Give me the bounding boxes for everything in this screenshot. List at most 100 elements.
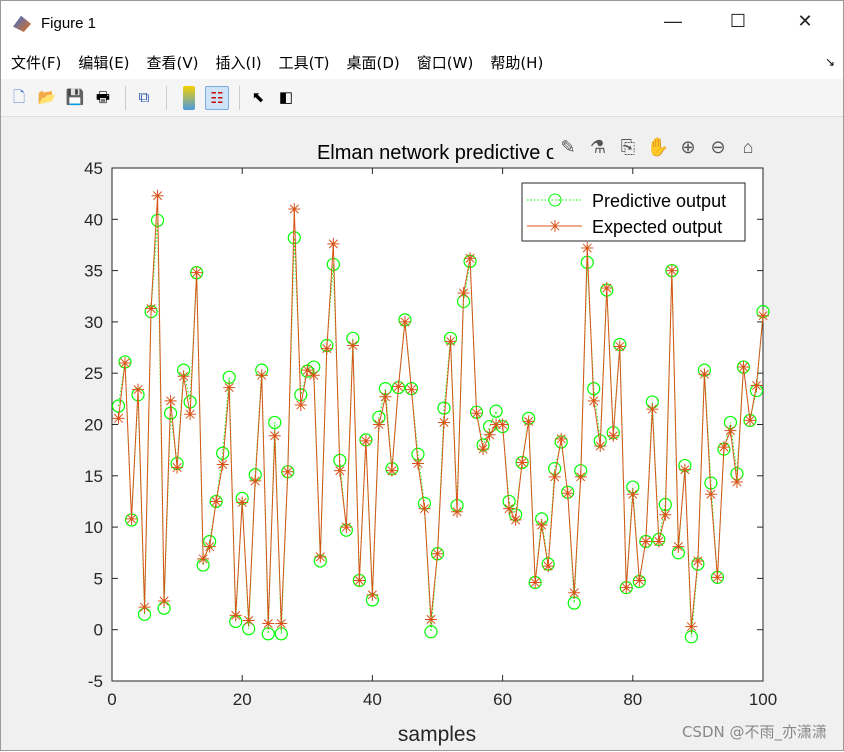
- expected-output-point: [424, 613, 437, 626]
- expected-output-point: [132, 383, 145, 396]
- expected-output-point: [385, 464, 398, 477]
- x-tick-label: 40: [363, 690, 382, 709]
- y-tick-label: 20: [84, 416, 103, 435]
- expected-output-point: [626, 488, 639, 501]
- expected-output-point: [757, 309, 769, 322]
- chart-title: Elman network predictive o: [317, 142, 557, 164]
- expected-output-point: [327, 237, 340, 250]
- open-icon[interactable]: 📂: [37, 88, 57, 106]
- x-tick-label: 80: [623, 690, 642, 709]
- y-tick-label: 15: [84, 467, 103, 486]
- expected-output-point: [594, 440, 607, 453]
- expected-output-point: [177, 370, 190, 383]
- expected-output-point: [444, 335, 457, 348]
- expected-output-point: [372, 418, 385, 431]
- minimize-button[interactable]: —: [664, 11, 682, 31]
- save-icon[interactable]: 💾: [65, 88, 85, 106]
- menu-edit[interactable]: 编辑(E): [78, 53, 130, 72]
- expected-output-point: [639, 535, 652, 548]
- expected-output-point: [346, 339, 359, 352]
- expected-output-point: [333, 464, 346, 477]
- predictive-output-point: [424, 625, 438, 639]
- expected-output-point: [724, 424, 737, 437]
- expected-output-point: [568, 586, 581, 599]
- expected-output-point: [509, 513, 522, 526]
- expected-output-point: [672, 540, 685, 553]
- pan-icon[interactable]: ✋: [646, 137, 670, 157]
- watermark: CSDN @不雨_亦潇潇: [681, 723, 827, 741]
- toolbar: 🗋 📂 💾 🖶 ⧉ ☷ ⬉ ◧: [1, 79, 843, 117]
- x-axis-label: samples: [398, 723, 476, 746]
- expected-output-point: [704, 488, 717, 501]
- expected-output-point: [490, 418, 503, 431]
- expected-output-point: [418, 502, 431, 515]
- y-tick-label: 45: [84, 159, 103, 178]
- predictive-output-point: [268, 415, 282, 430]
- expected-output-point: [151, 189, 164, 202]
- title-bar: Figure 1 — ☐ ✕: [1, 1, 843, 45]
- expected-output-point: [171, 461, 184, 474]
- brush-icon[interactable]: ✎: [560, 137, 576, 157]
- menu-view[interactable]: 查看(V): [146, 53, 199, 72]
- expected-output-point: [587, 394, 600, 407]
- expected-output-point: [691, 554, 704, 567]
- predictive-output-line: [118, 220, 764, 637]
- maximize-button[interactable]: ☐: [729, 11, 747, 31]
- menu-insert[interactable]: 插入(I): [215, 53, 262, 72]
- new-figure-icon[interactable]: 🗋: [12, 88, 26, 106]
- expected-output-point: [125, 512, 138, 525]
- expected-output-point: [548, 470, 561, 483]
- expected-output-point: [223, 381, 236, 394]
- menu-file[interactable]: 文件(F): [11, 53, 62, 72]
- property-editor-icon[interactable]: ◧: [278, 88, 294, 106]
- window-title: Figure 1: [41, 14, 97, 32]
- dock-arrow-icon[interactable]: ↘: [824, 55, 835, 69]
- expected-output-point: [184, 408, 197, 421]
- expected-output-point: [359, 434, 372, 447]
- colorbar-icon[interactable]: [183, 85, 195, 110]
- menu-tools[interactable]: 工具(T): [278, 53, 330, 72]
- export-icon[interactable]: ⎘: [620, 137, 636, 157]
- expected-output-point: [600, 282, 613, 295]
- expected-output-point: [268, 429, 281, 442]
- home-icon[interactable]: ⌂: [742, 137, 754, 157]
- expected-output-point: [288, 203, 301, 216]
- expected-output-point: [464, 252, 477, 265]
- close-button[interactable]: ✕: [797, 11, 813, 31]
- print-icon[interactable]: 🖶: [95, 88, 111, 106]
- expected-output-point: [581, 242, 594, 255]
- expected-output-point: [320, 342, 333, 355]
- data-tip-icon[interactable]: ⚗: [589, 137, 607, 157]
- expected-output-point: [307, 369, 320, 382]
- expected-output-point: [607, 429, 620, 442]
- link-icon[interactable]: ⧉: [138, 88, 150, 106]
- pointer-icon[interactable]: ⬉: [251, 88, 265, 106]
- expected-output-point: [210, 495, 223, 508]
- expected-output-point: [620, 581, 633, 594]
- zoom-out-icon[interactable]: ⊖: [710, 137, 726, 157]
- expected-output-point: [750, 379, 763, 392]
- y-tick-label: 0: [94, 621, 103, 640]
- expected-output-point: [717, 441, 730, 454]
- menu-window[interactable]: 窗口(W): [416, 53, 474, 72]
- expected-output-point: [398, 315, 411, 328]
- expected-output-point: [366, 588, 379, 601]
- zoom-in-icon[interactable]: ⊕: [680, 137, 696, 157]
- menu-help[interactable]: 帮助(H): [490, 53, 544, 72]
- expected-output-point: [665, 264, 678, 277]
- expected-output-point: [451, 505, 464, 518]
- expected-output-point: [405, 383, 418, 396]
- expected-output-line: [118, 195, 764, 627]
- separator: [125, 85, 126, 110]
- menu-desktop[interactable]: 桌面(D): [346, 53, 400, 72]
- expected-output-point: [470, 407, 483, 420]
- expected-output-point: [431, 547, 444, 560]
- expected-output-point: [457, 287, 470, 300]
- legend-icon[interactable]: ☷: [205, 85, 229, 110]
- predictive-output-point: [287, 231, 301, 245]
- matlab-logo-icon: [13, 15, 31, 32]
- expected-output-point: [301, 364, 314, 377]
- axes-toolbar: ✎ ⚗ ⎘ ✋ ⊕ ⊖ ⌂: [553, 137, 763, 158]
- expected-output-point: [203, 540, 216, 553]
